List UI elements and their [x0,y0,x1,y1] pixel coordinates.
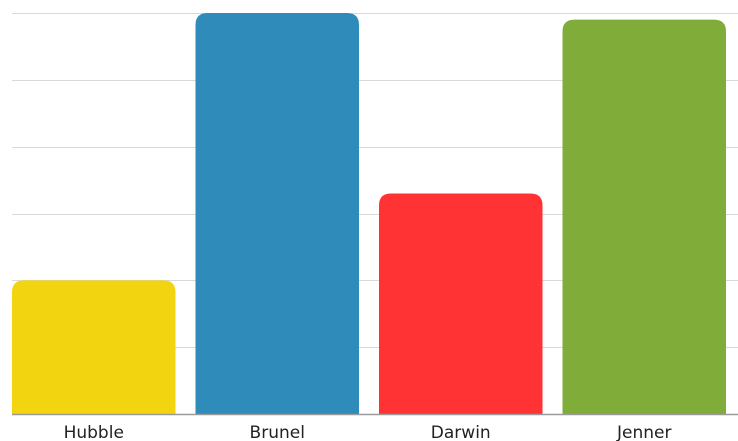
x-tick-label-darwin: Darwin [431,423,491,441]
x-tick-label-hubble: Hubble [64,423,124,441]
bar-hubble [12,280,176,414]
x-tick-labels: Hubble Brunel Darwin Jenner [64,423,672,441]
bar-brunel [195,13,359,414]
bar-jenner [562,19,726,415]
x-tick-label-brunel: Brunel [250,423,305,441]
bars [12,13,726,415]
bar-darwin [379,193,543,414]
x-tick-label-jenner: Jenner [616,423,671,441]
